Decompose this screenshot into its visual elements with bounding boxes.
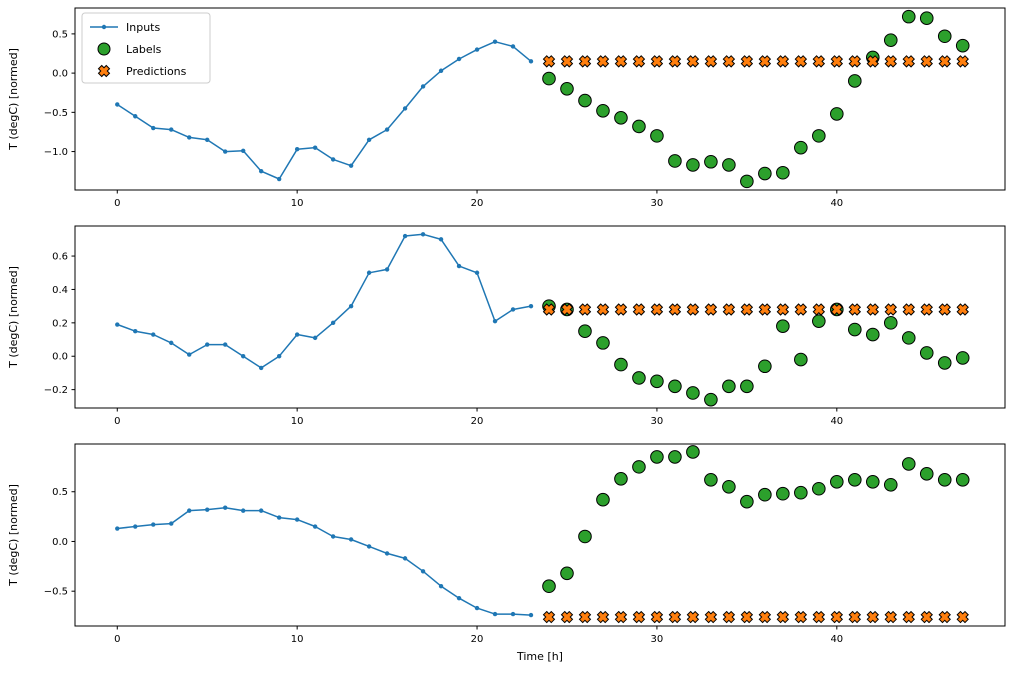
x-tick-label: 10 [291, 198, 304, 209]
series-predictions [542, 55, 969, 68]
y-tick-label: −0.5 [44, 587, 68, 598]
x-tick-label: 0 [114, 416, 120, 427]
y-tick-label: 0.4 [52, 285, 68, 296]
legend-entry-inputs: Inputs [90, 21, 160, 34]
subplot-1: 0 10 20 30 40 −1.0 −0.5 0.0 0.5 T (degC) [normed] [7, 7, 1006, 209]
x-tick-label: 30 [651, 198, 664, 209]
x-tick-label: 20 [471, 634, 484, 645]
y-axis-label: T (degC) [normed] [7, 484, 20, 587]
x-tick-label: 30 [651, 416, 664, 427]
series-inputs [115, 39, 534, 182]
y-tick-label: −0.5 [44, 108, 68, 119]
x-tick-label: 10 [291, 416, 304, 427]
legend-entry-predictions: Predictions [97, 64, 187, 78]
y-tick-label: 0.6 [52, 252, 68, 263]
series-labels [542, 9, 970, 189]
y-axis: −0.2 0.0 0.2 0.4 0.6 [44, 252, 75, 396]
series-inputs [115, 232, 534, 371]
subplot-3: 0 10 20 30 40 −0.5 0.0 0.5 T (degC) [normed] Time… [7, 443, 1006, 663]
x-tick-label: 20 [471, 198, 484, 209]
y-tick-label: −0.2 [44, 385, 68, 396]
legend-entry-labels: Labels [97, 42, 162, 56]
y-axis: −1.0 −0.5 0.0 0.5 [44, 29, 75, 158]
y-tick-label: 0.5 [52, 487, 68, 498]
y-tick-label: 0.5 [52, 29, 68, 40]
y-tick-label: 0.2 [52, 318, 68, 329]
y-tick-label: 0.0 [52, 69, 68, 80]
legend-label: Inputs [126, 21, 160, 34]
subplot-2: 0 10 20 30 40 −0.2 0.0 0.2 0.4 0.6 T (degC) [norme… [7, 225, 1006, 427]
x-tick-label: 10 [291, 634, 304, 645]
series-labels [542, 299, 970, 407]
y-axis-label: T (degC) [normed] [7, 48, 20, 151]
x-axis: 0 10 20 30 40 [114, 626, 843, 645]
x-tick-label: 20 [471, 416, 484, 427]
series-predictions [542, 610, 969, 624]
x-tick-label: 0 [114, 198, 120, 209]
x-axis: 0 10 20 30 40 [114, 190, 843, 209]
x-axis: 0 10 20 30 40 [114, 408, 843, 427]
y-tick-label: −1.0 [44, 147, 68, 158]
x-axis-label: Time [h] [516, 650, 563, 663]
y-tick-label: 0.0 [52, 352, 68, 363]
y-axis-label: T (degC) [normed] [7, 266, 20, 369]
x-tick-label: 40 [830, 198, 843, 209]
series-inputs [115, 505, 534, 618]
y-tick-label: 0.0 [52, 537, 68, 548]
legend: Inputs Labels Predictions [81, 12, 211, 84]
x-tick-label: 30 [651, 634, 664, 645]
x-tick-label: 0 [114, 634, 120, 645]
y-axis: −0.5 0.0 0.5 [44, 487, 75, 598]
legend-label: Labels [126, 43, 162, 56]
series-predictions [542, 303, 969, 316]
x-tick-label: 40 [830, 416, 843, 427]
x-tick-label: 40 [830, 634, 843, 645]
legend-label: Predictions [126, 65, 187, 78]
series-labels [542, 445, 970, 594]
